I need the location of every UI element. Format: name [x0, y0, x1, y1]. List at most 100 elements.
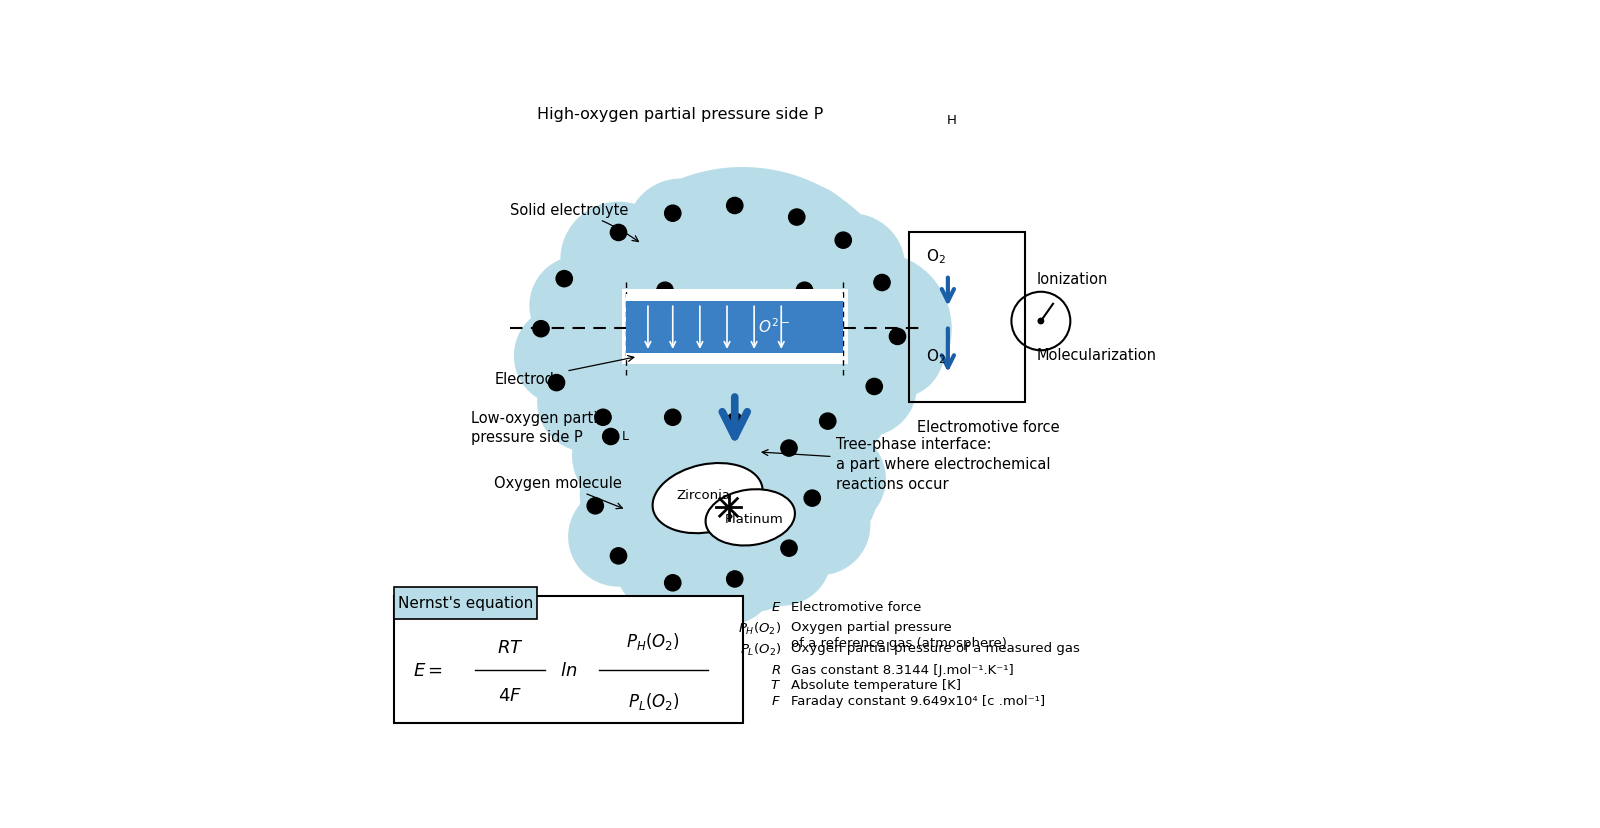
Text: Molecularization: Molecularization	[1037, 348, 1157, 363]
Circle shape	[686, 170, 798, 281]
Circle shape	[1011, 292, 1070, 351]
Circle shape	[731, 506, 832, 606]
Text: Electrode: Electrode	[494, 356, 634, 387]
Circle shape	[630, 387, 731, 487]
Circle shape	[573, 402, 680, 510]
Circle shape	[734, 306, 750, 322]
Circle shape	[658, 283, 674, 299]
Circle shape	[653, 375, 754, 475]
Circle shape	[622, 383, 854, 614]
Circle shape	[851, 306, 944, 398]
Circle shape	[595, 410, 611, 426]
Circle shape	[797, 253, 952, 407]
Text: $F$: $F$	[771, 694, 781, 707]
Text: $\mathit{O}^{2-}$: $\mathit{O}^{2-}$	[758, 317, 790, 335]
Text: $P_H(O_2)$: $P_H(O_2)$	[738, 620, 781, 636]
Bar	[626, 295, 843, 360]
Text: Gas constant 8.3144 [J.mol⁻¹.K⁻¹]: Gas constant 8.3144 [J.mol⁻¹.K⁻¹]	[790, 663, 1013, 676]
Circle shape	[746, 426, 878, 556]
Circle shape	[874, 275, 890, 291]
Circle shape	[514, 306, 614, 407]
Text: L: L	[621, 429, 629, 442]
Circle shape	[781, 440, 797, 456]
Text: Absolute temperature [K]: Absolute temperature [K]	[790, 678, 960, 691]
Text: Ionization: Ionization	[1037, 272, 1109, 286]
Text: $T$: $T$	[770, 678, 781, 691]
Text: $P_H(O_2)$: $P_H(O_2)$	[627, 630, 680, 651]
Circle shape	[789, 209, 805, 226]
Circle shape	[786, 429, 886, 529]
Text: Faraday constant 9.649x10⁴ [c .mol⁻¹]: Faraday constant 9.649x10⁴ [c .mol⁻¹]	[790, 694, 1045, 707]
Text: Electromotive force: Electromotive force	[790, 600, 922, 613]
Text: Platinum: Platinum	[725, 513, 784, 526]
Circle shape	[541, 241, 712, 410]
Text: $4F$: $4F$	[498, 686, 522, 704]
Circle shape	[568, 487, 669, 587]
Circle shape	[770, 475, 870, 575]
Circle shape	[746, 402, 846, 503]
Circle shape	[715, 372, 816, 472]
Circle shape	[658, 253, 859, 452]
Circle shape	[1038, 319, 1043, 325]
Circle shape	[781, 541, 797, 556]
Circle shape	[533, 321, 549, 337]
Circle shape	[587, 498, 603, 514]
Text: Nernst's equation: Nernst's equation	[398, 595, 533, 610]
Circle shape	[634, 452, 773, 591]
Ellipse shape	[706, 489, 795, 546]
Circle shape	[805, 490, 821, 507]
Circle shape	[560, 202, 677, 318]
Text: Zirconia: Zirconia	[677, 489, 731, 501]
Bar	[909, 233, 1026, 402]
Circle shape	[664, 206, 682, 222]
Bar	[626, 354, 843, 360]
Text: Electromotive force: Electromotive force	[917, 419, 1059, 434]
Circle shape	[595, 253, 781, 437]
Circle shape	[664, 410, 682, 426]
Text: $E=$: $E=$	[413, 661, 443, 679]
Text: Tree-phase interface:
a part where electrochemical
reactions occur: Tree-phase interface: a part where elect…	[762, 436, 1050, 491]
Text: Oxygen partial pressure
of a reference gas (atmosphere): Oxygen partial pressure of a reference g…	[790, 620, 1006, 649]
Circle shape	[797, 283, 813, 299]
Text: $ln$: $ln$	[560, 661, 578, 679]
Circle shape	[610, 225, 627, 241]
Text: Low-oxygen partial
pressure side P: Low-oxygen partial pressure side P	[472, 410, 611, 445]
Circle shape	[614, 514, 715, 614]
Bar	[626, 295, 843, 301]
Circle shape	[742, 260, 914, 429]
Circle shape	[573, 168, 914, 506]
Circle shape	[579, 426, 720, 564]
Ellipse shape	[653, 464, 763, 533]
Circle shape	[726, 571, 742, 587]
Text: High-oxygen partial pressure side P: High-oxygen partial pressure side P	[538, 107, 824, 122]
Circle shape	[693, 383, 794, 483]
Text: H: H	[947, 113, 957, 127]
Bar	[394, 587, 538, 619]
Text: O$_2$: O$_2$	[926, 247, 946, 266]
Circle shape	[726, 413, 742, 430]
Circle shape	[603, 429, 619, 445]
Circle shape	[549, 375, 565, 391]
Text: Solid electrolyte: Solid electrolyte	[510, 203, 638, 243]
Text: $RT$: $RT$	[496, 638, 523, 656]
Circle shape	[610, 548, 627, 564]
Circle shape	[677, 526, 778, 625]
Bar	[621, 290, 848, 364]
Circle shape	[664, 575, 682, 591]
Circle shape	[819, 413, 835, 430]
Text: Oxygen molecule: Oxygen molecule	[494, 475, 622, 509]
Text: Oxygen partial pressure of a measured gas: Oxygen partial pressure of a measured ga…	[790, 641, 1080, 654]
Text: O$_2$: O$_2$	[926, 347, 946, 366]
Circle shape	[557, 272, 573, 287]
Text: $R$: $R$	[771, 663, 781, 676]
Circle shape	[726, 198, 742, 214]
Bar	[394, 596, 742, 723]
Circle shape	[696, 449, 835, 587]
Circle shape	[890, 329, 906, 345]
Circle shape	[538, 353, 638, 452]
Circle shape	[530, 256, 630, 356]
Circle shape	[752, 185, 858, 289]
Circle shape	[770, 364, 870, 464]
Circle shape	[866, 379, 882, 395]
Circle shape	[835, 233, 851, 249]
